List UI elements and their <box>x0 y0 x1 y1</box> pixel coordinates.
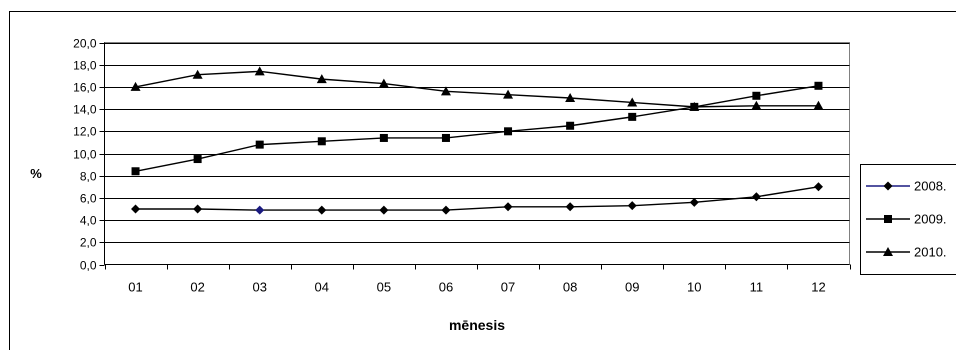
grid-lines <box>104 43 850 243</box>
x-tick-label: 09 <box>625 280 639 295</box>
series-2009-point <box>255 140 264 149</box>
series-2010-point <box>378 78 389 88</box>
series-2009-point <box>131 167 140 176</box>
legend-marker <box>883 247 893 256</box>
series-2010-point <box>192 69 203 79</box>
y-tick-label: 8,0 <box>80 170 97 184</box>
series-2009-point <box>193 155 202 164</box>
x-tick-label: 02 <box>190 280 204 295</box>
y-tick-label: 4,0 <box>80 214 97 228</box>
series-2009-point <box>441 133 450 142</box>
y-tick-label: 16,0 <box>73 81 97 95</box>
series-2010-point <box>689 101 700 111</box>
legend-label: 2010. <box>914 245 947 260</box>
series-2009-point <box>628 112 637 121</box>
legend-marker <box>883 181 893 191</box>
y-tick-label: 0,0 <box>80 259 97 273</box>
series-2010-point <box>503 89 514 99</box>
legend-label: 2009. <box>914 212 947 227</box>
y-axis-title: % <box>30 166 42 181</box>
x-axis-title: mēnesis <box>449 317 505 333</box>
legend-label: 2008. <box>914 179 947 194</box>
series-2008-point <box>255 205 265 215</box>
x-tick-label: 08 <box>563 280 577 295</box>
x-tick-label: 10 <box>687 280 701 295</box>
y-tick-label: 20,0 <box>73 37 97 51</box>
y-tick-label: 2,0 <box>80 236 97 250</box>
series-2010-point <box>440 86 451 96</box>
series-2008-line <box>135 186 819 211</box>
series-2010-line <box>135 70 819 108</box>
series-2008-point <box>813 182 823 192</box>
series-2010-point <box>130 81 141 91</box>
x-tick-label: 12 <box>811 280 825 295</box>
axes: 0,0 2,0 4,0 6,0 8,0 10,0 12,0 14,0 16,0 18,0 20,0 0… <box>73 37 851 295</box>
series-2008-point <box>751 192 761 202</box>
series-2008-point <box>689 197 699 207</box>
y-tick-label: 10,0 <box>73 148 97 162</box>
series-2010-point <box>565 93 576 102</box>
series-2010-point <box>813 100 824 110</box>
series-2009-point <box>317 137 326 146</box>
series-2009-point <box>566 121 575 130</box>
plot-area <box>104 42 850 265</box>
series-2008-point <box>379 205 389 215</box>
series-2010-point <box>627 97 638 107</box>
x-tick-label: 04 <box>315 280 329 295</box>
series-2008-point <box>565 202 575 212</box>
y-tick-label: 6,0 <box>80 192 97 206</box>
y-tick-label: 12,0 <box>73 125 97 139</box>
x-tick-label: 11 <box>750 280 764 295</box>
series-2009-point <box>814 81 823 90</box>
series-2008-point <box>193 204 203 214</box>
series-2009-point <box>752 91 761 100</box>
series-2010-point <box>254 66 265 76</box>
y-tick-label: 18,0 <box>73 59 97 73</box>
series-2008-point <box>503 202 513 212</box>
series-2010-point <box>316 74 327 84</box>
series-2010-point <box>751 100 762 110</box>
x-tick-label: 07 <box>501 280 515 295</box>
x-tick-label: 05 <box>377 280 391 295</box>
x-tick-label: 03 <box>252 280 266 295</box>
series-2008-point <box>627 201 637 211</box>
x-tick-label: 06 <box>439 280 453 295</box>
x-tick-label: 01 <box>128 280 142 295</box>
series-2009-line <box>135 85 819 172</box>
y-tick-label: 14,0 <box>73 103 97 117</box>
series-2008-point <box>317 205 327 215</box>
series-2009-point <box>379 133 388 142</box>
legend: 2008. 2009. 2010. <box>860 164 956 275</box>
series-2008-point <box>131 204 141 214</box>
series-2008-point <box>441 205 451 215</box>
series-2009-point <box>504 127 513 136</box>
legend-marker <box>884 215 892 223</box>
series-layer <box>130 66 824 215</box>
